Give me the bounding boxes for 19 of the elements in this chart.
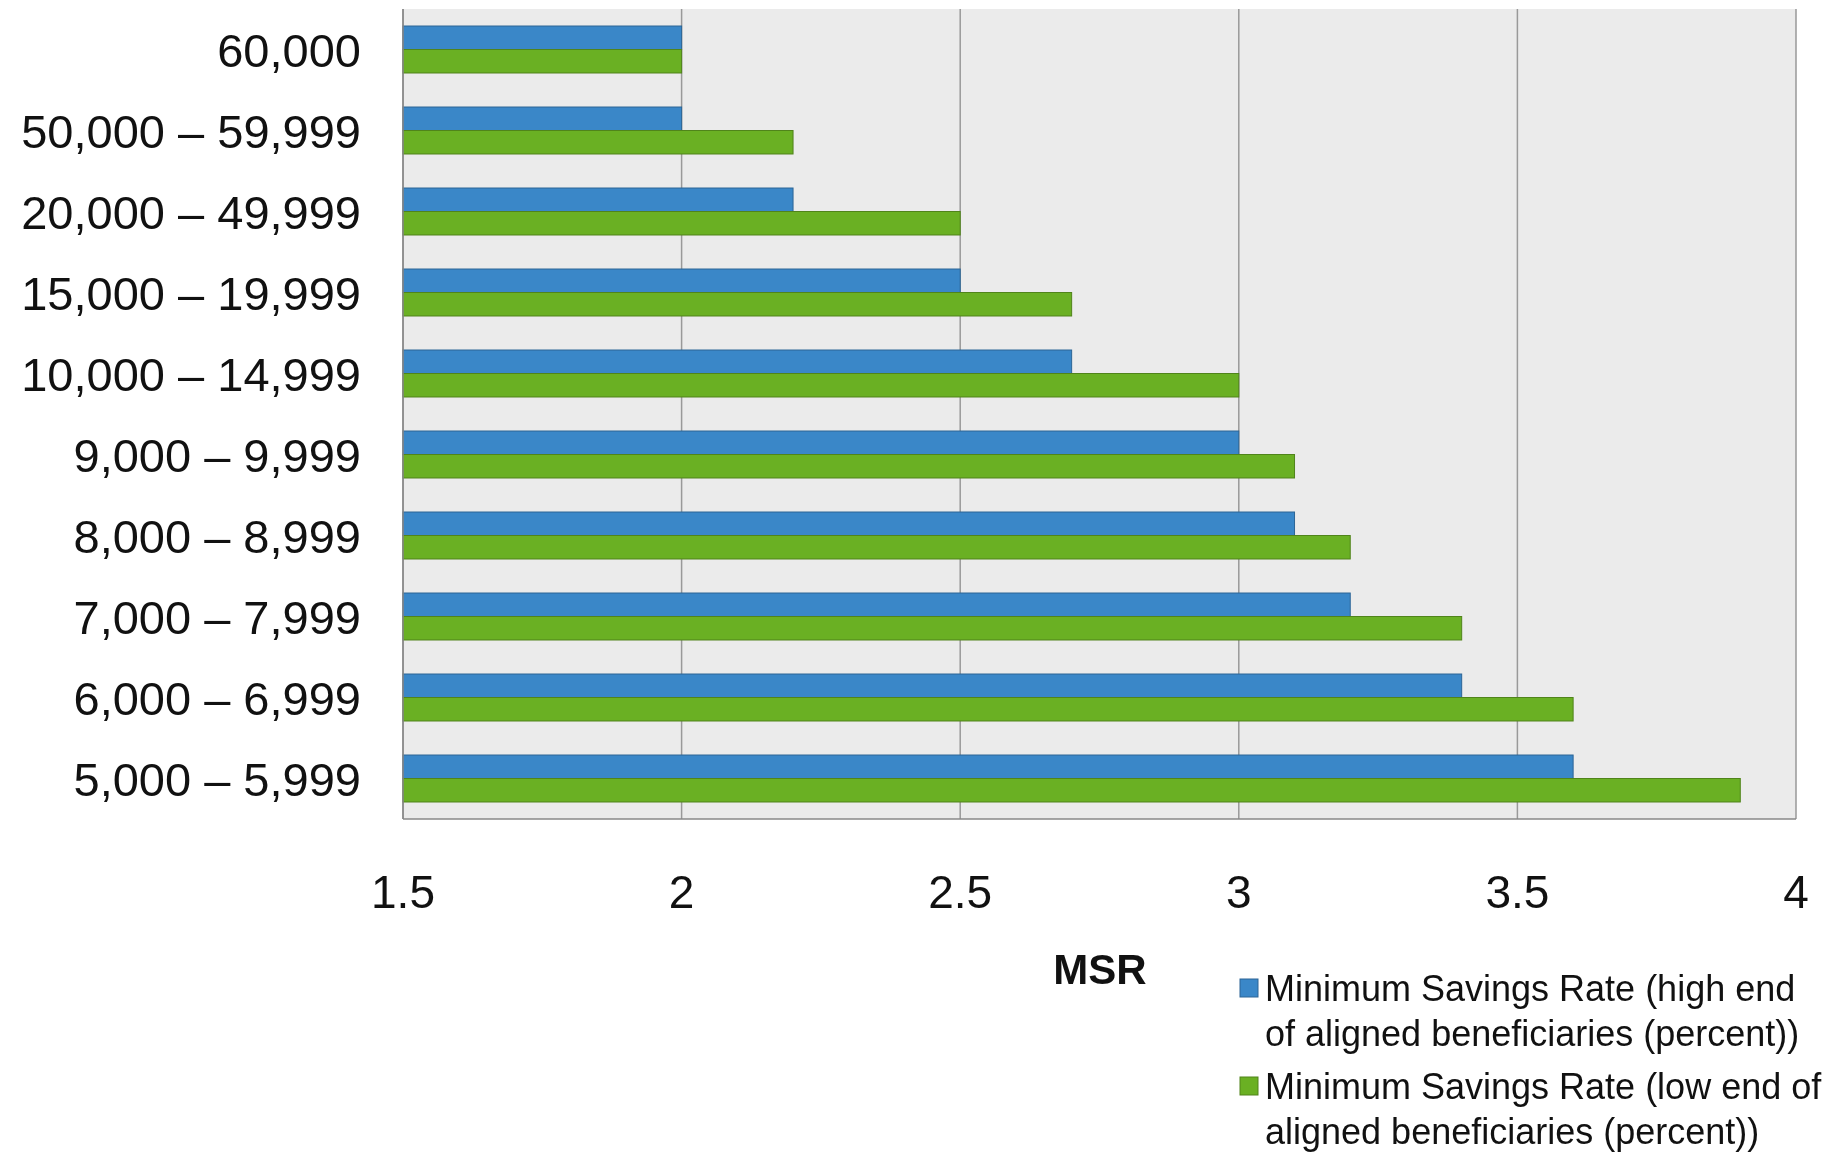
y-tick-label: 20,000 – 49,999 xyxy=(21,185,361,239)
x-tick-label: 2.5 xyxy=(928,866,993,918)
x-tick-label: 3.5 xyxy=(1485,866,1550,918)
x-tick-label: 4 xyxy=(1783,866,1809,918)
x-tick-label: 2 xyxy=(668,866,695,918)
x-axis-title: MSR xyxy=(1053,946,1147,993)
y-tick-label: 5,000 – 5,999 xyxy=(73,752,361,806)
x-tick-label: 1.5 xyxy=(371,866,435,918)
y-tick-label: 7,000 – 7,999 xyxy=(73,590,361,644)
y-tick-label: 15,000 – 19,999 xyxy=(21,266,361,320)
y-tick-label: 60,000 xyxy=(217,23,361,77)
legend-label: Minimum Savings Rate (low end of aligned beneficiaries (percent)) xyxy=(1265,1066,1823,1152)
y-tick-label: 50,000 – 59,999 xyxy=(21,104,361,158)
y-tick-label: 6,000 – 6,999 xyxy=(73,671,361,725)
legend-label: Minimum Savings Rate (high end of aligned beneficiaries (percent)) xyxy=(1265,968,1800,1054)
y-tick-label: 8,000 – 8,999 xyxy=(73,509,361,563)
y-tick-label: 9,000 – 9,999 xyxy=(73,428,361,482)
y-tick-label: 10,000 – 14,999 xyxy=(21,347,361,401)
x-tick-label: 3 xyxy=(1226,866,1252,918)
